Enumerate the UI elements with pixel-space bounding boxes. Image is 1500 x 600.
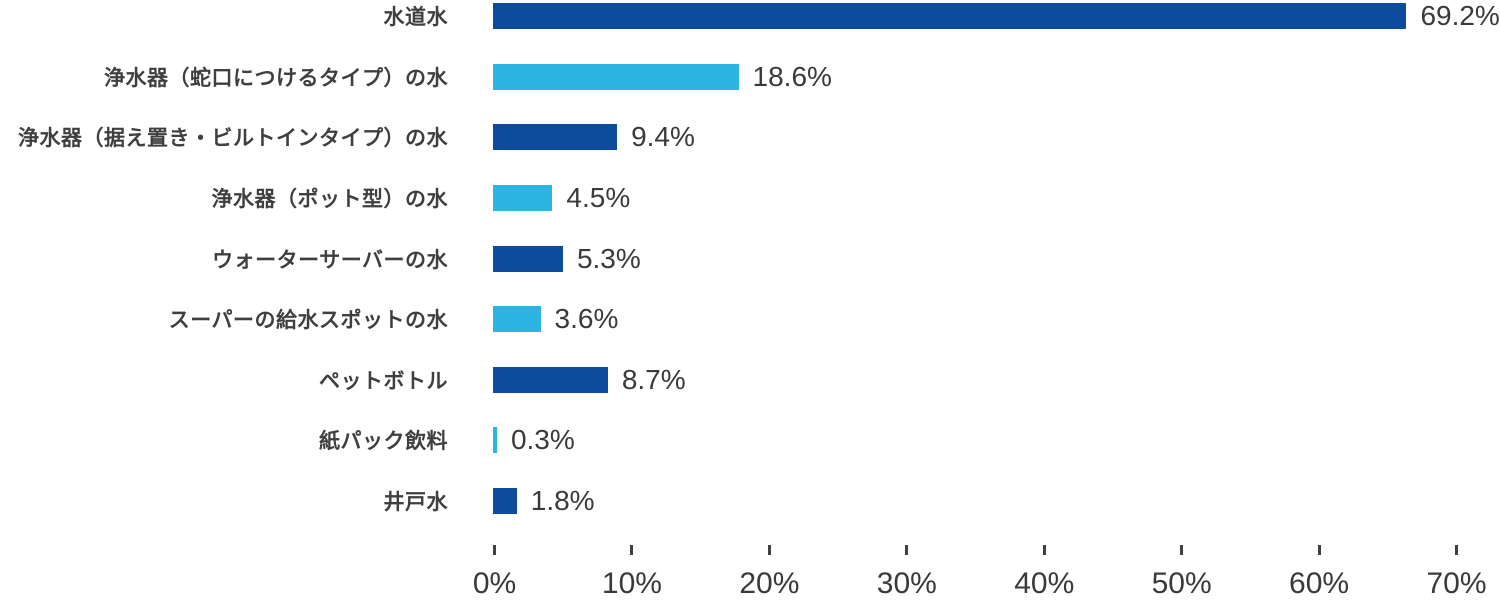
axis-tick [493, 545, 496, 555]
row-plot-area: 0.3% [493, 424, 1500, 456]
axis-tick [767, 545, 771, 555]
chart-row: 浄水器（蛇口につけるタイプ）の水 18.6% [0, 47, 1500, 108]
row-plot-area: 69.2% [493, 0, 1500, 32]
axis-tick-label: 10% [601, 567, 662, 600]
bar [493, 185, 553, 212]
value-label: 1.8% [530, 485, 595, 517]
category-label: 紙パック飲料 [319, 430, 448, 454]
axis-tick-label: 20% [739, 567, 800, 600]
value-label: 18.6% [752, 60, 832, 92]
axis-tick-label: 70% [1426, 567, 1487, 600]
chart-row: 浄水器（据え置き・ビルトインタイプ）の水 9.4% [0, 107, 1500, 168]
category-label: 水道水 [383, 6, 448, 30]
chart-rows: 水道水 69.2% 浄水器（蛇口につけるタイプ）の水 18.6% 浄水器（据え置… [0, 0, 1500, 532]
bar [493, 245, 563, 272]
chart-row: スーパーの給水スポットの水 3.6% [0, 289, 1500, 350]
row-plot-area: 1.8% [493, 485, 1500, 517]
value-label: 5.3% [576, 242, 641, 274]
category-label: ペットボトル [319, 369, 448, 393]
chart-row: 紙パック飲料 0.3% [0, 410, 1500, 471]
bar [493, 3, 1407, 30]
value-label: 9.4% [631, 121, 695, 153]
axis-tick-label: 0% [472, 567, 517, 600]
row-plot-area: 5.3% [493, 243, 1500, 275]
value-label: 3.6% [554, 303, 619, 335]
bar [493, 124, 618, 151]
value-label: 69.2% [1420, 0, 1500, 32]
x-axis: 0% 10% 20% 30% 40% 50% 60% 70% [473, 545, 1500, 600]
value-label: 8.7% [621, 363, 686, 395]
category-label: 浄水器（蛇口につけるタイプ）の水 [104, 66, 448, 90]
chart-row: ウォーターサーバーの水 5.3% [0, 228, 1500, 289]
axis-tick-label: 30% [876, 567, 937, 600]
chart-row: 水道水 69.2% [0, 0, 1500, 47]
axis-tick [630, 545, 634, 555]
bar [493, 366, 608, 393]
category-label: 浄水器（ポット型）の水 [211, 188, 448, 212]
row-plot-area: 3.6% [493, 303, 1500, 335]
chart-row: ペットボトル 8.7% [0, 350, 1500, 411]
value-label: 0.3% [510, 424, 575, 456]
bar [493, 488, 517, 515]
axis-tick [905, 545, 909, 555]
category-label: 浄水器（据え置き・ビルトインタイプ）の水 [18, 127, 448, 151]
bar [493, 306, 541, 333]
row-plot-area: 18.6% [493, 61, 1500, 93]
axis-tick [1455, 545, 1458, 555]
bar [493, 63, 739, 90]
row-plot-area: 8.7% [493, 364, 1500, 396]
axis-tick [1042, 545, 1046, 555]
bar [493, 427, 497, 454]
chart-row: 浄水器（ポット型）の水 4.5% [0, 168, 1500, 229]
axis-tick [1180, 545, 1184, 555]
axis-tick [1317, 545, 1321, 555]
category-label: ウォーターサーバーの水 [212, 248, 448, 272]
value-label: 4.5% [566, 182, 631, 214]
axis-tick-label: 40% [1014, 567, 1075, 600]
row-plot-area: 4.5% [493, 182, 1500, 214]
row-plot-area: 9.4% [493, 121, 1500, 153]
chart-row: 井戸水 1.8% [0, 471, 1500, 532]
axis-tick-label: 50% [1151, 567, 1212, 600]
category-label: 井戸水 [383, 491, 448, 515]
axis-tick-label: 60% [1289, 567, 1350, 600]
category-label: スーパーの給水スポットの水 [168, 309, 448, 333]
